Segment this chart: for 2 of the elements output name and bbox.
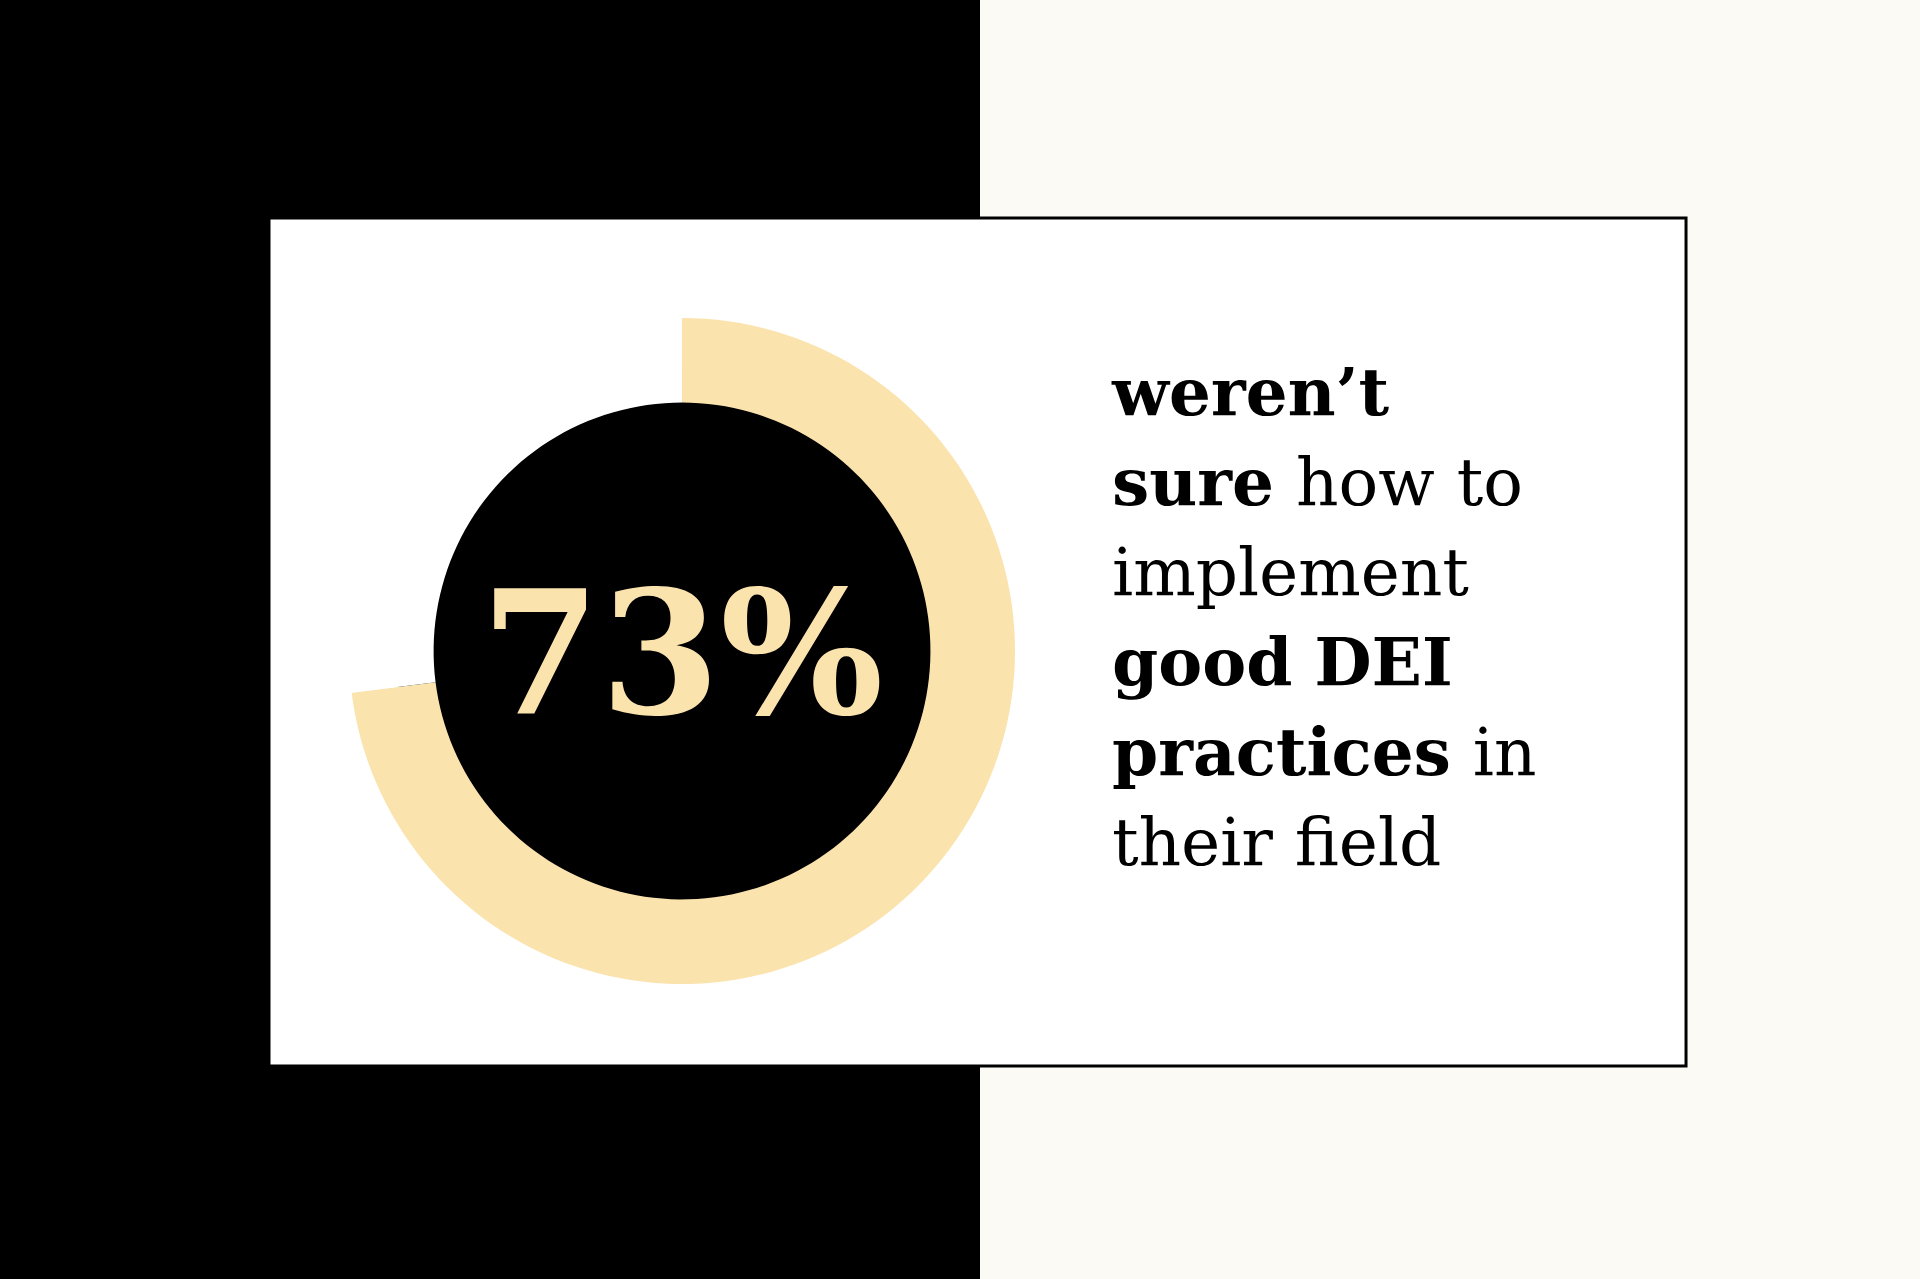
text: weren’t sure how to implement good DEI practices in their field bbox=[1111, 367, 1535, 867]
data-label: 73% bbox=[494, 585, 880, 717]
